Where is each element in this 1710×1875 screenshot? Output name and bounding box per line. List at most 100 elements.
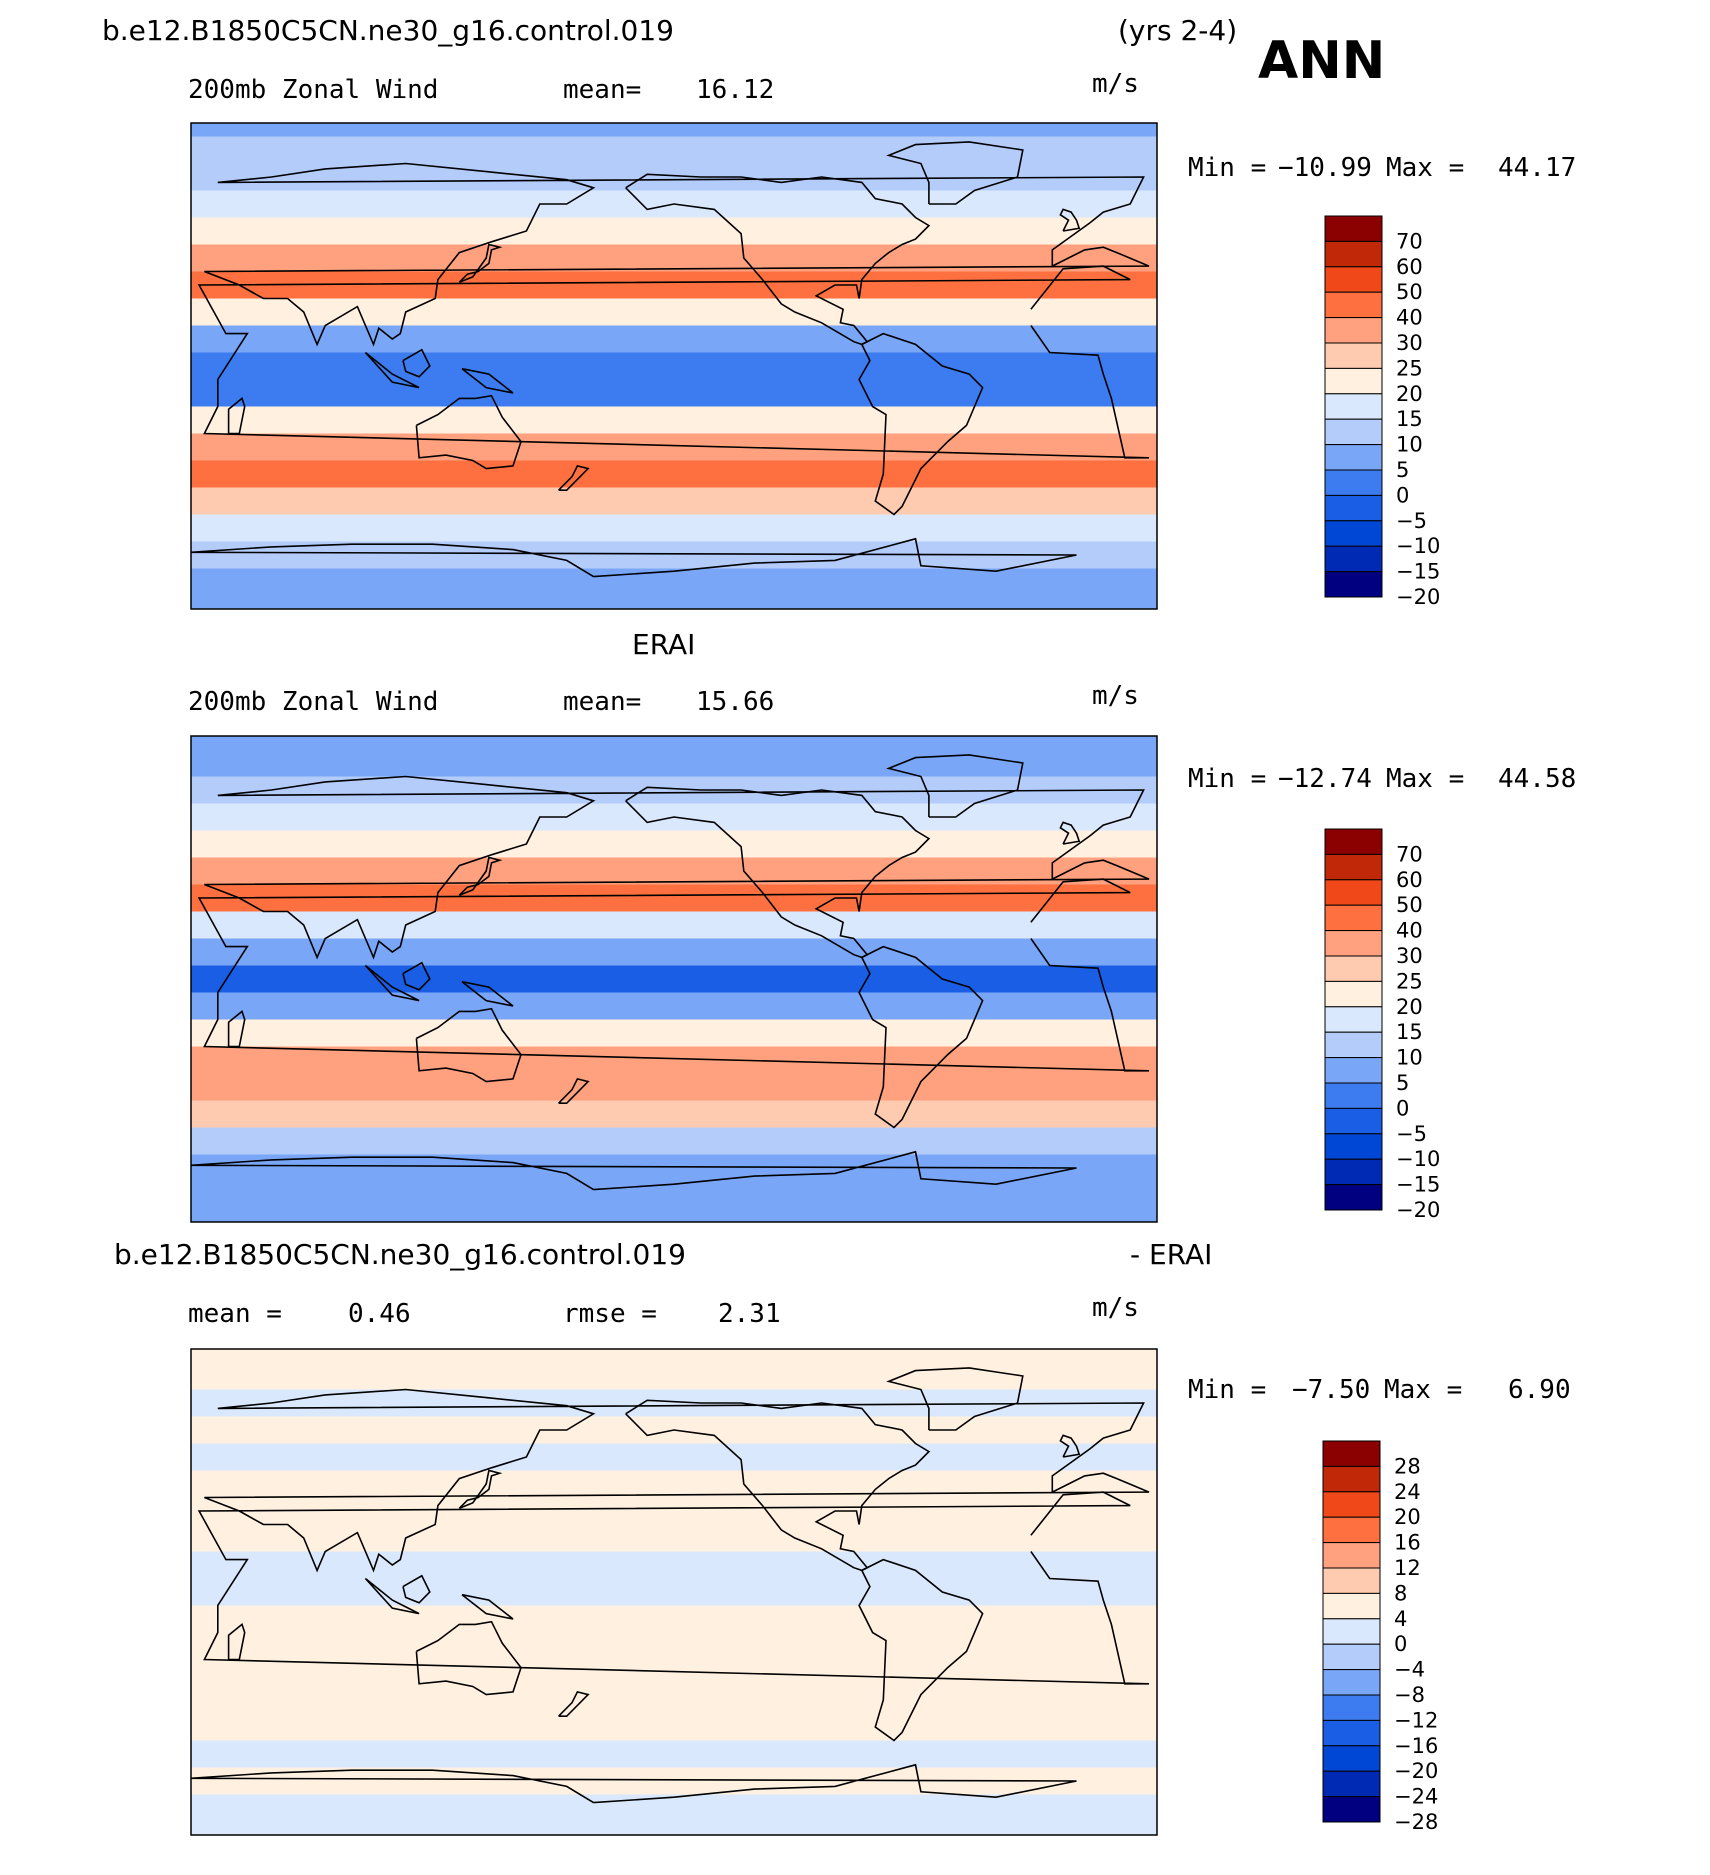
panel-2-mean-label: mean= — [563, 687, 641, 717]
map-band-1-8 — [191, 325, 1157, 354]
colorbar-tick-label-1-4: 30 — [1396, 331, 1423, 355]
panel-2-mean-value: 15.66 — [696, 687, 774, 717]
colorbar-swatch-2-2 — [1324, 879, 1383, 906]
colorbar-swatch-2-7 — [1324, 1006, 1383, 1033]
colorbar-tick-label-2-12: −10 — [1396, 1147, 1440, 1171]
coastline-1-11 — [364, 351, 420, 389]
colorbar-tick-label-2-11: −5 — [1396, 1122, 1427, 1146]
map-band-2-17 — [191, 1181, 1157, 1210]
colorbar-tick-label-2-9: 5 — [1396, 1071, 1409, 1095]
colorbar-swatch-3-0 — [1322, 1440, 1381, 1467]
coastline-1-3 — [858, 332, 984, 516]
coastline-3-8 — [1059, 1434, 1081, 1458]
map-band-1-4 — [191, 217, 1157, 246]
colorbar-tick-label-1-13: −15 — [1396, 560, 1440, 584]
colorbar-swatch-3-2 — [1322, 1491, 1381, 1518]
map-band-2-0 — [191, 736, 1157, 751]
colorbar-swatch-1-7 — [1324, 393, 1383, 420]
coastline-1-4 — [415, 394, 522, 470]
case-title: b.e12.B1850C5CN.ne30_g16.control.019 — [102, 14, 674, 47]
panel-1-min-label: Min = — [1188, 153, 1282, 183]
coastline-1-10 — [558, 464, 590, 492]
colorbar-swatch-1-13 — [1324, 545, 1383, 573]
map-band-3-5 — [191, 1470, 1157, 1499]
map-band-2-4 — [191, 830, 1157, 859]
coastline-3-10 — [558, 1690, 590, 1717]
map-band-2-15 — [191, 1127, 1157, 1156]
map-band-1-12 — [191, 433, 1157, 462]
panel-1-mean-value: 16.12 — [696, 75, 774, 105]
colorbar-tick-label-1-5: 25 — [1396, 356, 1423, 380]
colorbar-swatch-3-8 — [1322, 1643, 1381, 1671]
panel-3-title: b.e12.B1850C5CN.ne30_g16.control.019 — [114, 1238, 686, 1271]
colorbar-tick-label-3-13: −24 — [1394, 1785, 1438, 1809]
colorbar-swatch-3-14 — [1322, 1796, 1381, 1823]
map-band-3-9 — [191, 1578, 1157, 1607]
map-band-3-15 — [191, 1740, 1157, 1769]
coastline-3-11 — [364, 1577, 420, 1615]
panel-3-rmse-value: 2.31 — [718, 1299, 781, 1329]
coastline-3-7 — [458, 1469, 503, 1510]
colorbar-tick-label-3-2: 20 — [1394, 1505, 1421, 1529]
colorbar-tick-label-2-4: 30 — [1396, 944, 1423, 968]
colorbar-swatch-1-10 — [1324, 469, 1383, 496]
colorbar-swatch-3-13 — [1322, 1770, 1381, 1798]
colorbar-swatch-1-4 — [1324, 317, 1383, 344]
panel-3-min-label: Min = — [1188, 1375, 1282, 1405]
colorbar-tick-label-1-8: 10 — [1396, 433, 1423, 457]
coastline-2-7 — [458, 856, 503, 897]
colorbar-tick-label-3-1: 24 — [1394, 1480, 1421, 1504]
colorbar-tick-label-1-12: −10 — [1396, 534, 1440, 558]
colorbar-tick-label-2-2: 50 — [1396, 893, 1423, 917]
colorbar-swatch-2-1 — [1324, 853, 1383, 881]
panel-2-units: m/s — [1092, 681, 1139, 711]
colorbar-swatch-2-4 — [1324, 930, 1383, 957]
colorbar-tick-label-3-6: 4 — [1394, 1607, 1407, 1631]
colorbar-tick-label-3-3: 16 — [1394, 1531, 1421, 1555]
colorbar-swatch-1-6 — [1324, 367, 1383, 395]
coastline-1-6 — [191, 537, 1077, 578]
panel-2-map — [190, 735, 1158, 1223]
coastline-3-5 — [886, 1367, 1024, 1431]
panel-3-mean-label: mean = — [188, 1299, 298, 1329]
colorbar-tick-label-3-5: 8 — [1394, 1581, 1407, 1605]
coastline-2-10 — [558, 1077, 590, 1104]
season-label: ANN — [1258, 31, 1385, 91]
panel-2-title: ERAI — [632, 628, 695, 661]
map-band-3-8 — [191, 1551, 1157, 1580]
colorbar-swatch-3-5 — [1322, 1567, 1381, 1594]
map-band-1-14 — [191, 487, 1157, 516]
coastline-3-13 — [461, 1593, 514, 1620]
colorbar-tick-label-1-1: 60 — [1396, 255, 1423, 279]
colorbar-tick-label-3-11: −16 — [1394, 1734, 1438, 1758]
panel-3-max-value: 6.90 — [1508, 1375, 1571, 1405]
map-band-3-18 — [191, 1821, 1157, 1835]
map-band-2-9 — [191, 965, 1157, 994]
map-band-2-11 — [191, 1019, 1157, 1048]
map-band-3-7 — [191, 1524, 1157, 1553]
colorbar-swatch-1-0 — [1324, 215, 1383, 242]
coastline-1-9 — [227, 397, 246, 435]
coastline-1-13 — [461, 367, 514, 394]
panel-1-max-label: Max = — [1386, 153, 1480, 183]
coastline-2-3 — [858, 945, 984, 1129]
colorbar-swatch-2-6 — [1324, 980, 1383, 1008]
colorbar-swatch-3-3 — [1322, 1516, 1381, 1544]
colorbar-tick-label-3-7: 0 — [1394, 1632, 1407, 1656]
colorbar-tick-label-3-8: −4 — [1394, 1658, 1425, 1682]
panel-3-units: m/s — [1092, 1293, 1139, 1323]
panel-3-mean-value: 0.46 — [348, 1299, 411, 1329]
colorbar-swatch-1-9 — [1324, 444, 1383, 471]
colorbar-swatch-2-13 — [1324, 1158, 1383, 1186]
coastline-2-0 — [197, 878, 1150, 1072]
colorbar-swatch-1-11 — [1324, 494, 1383, 522]
colorbar-tick-label-2-6: 20 — [1396, 995, 1423, 1019]
map-band-1-5 — [191, 244, 1157, 273]
coastline-3-0 — [197, 1491, 1150, 1685]
colorbar-swatch-1-2 — [1324, 266, 1383, 293]
coastline-1-2 — [625, 173, 931, 346]
map-band-2-1 — [191, 749, 1157, 778]
colorbar-tick-label-3-4: 12 — [1394, 1556, 1421, 1580]
